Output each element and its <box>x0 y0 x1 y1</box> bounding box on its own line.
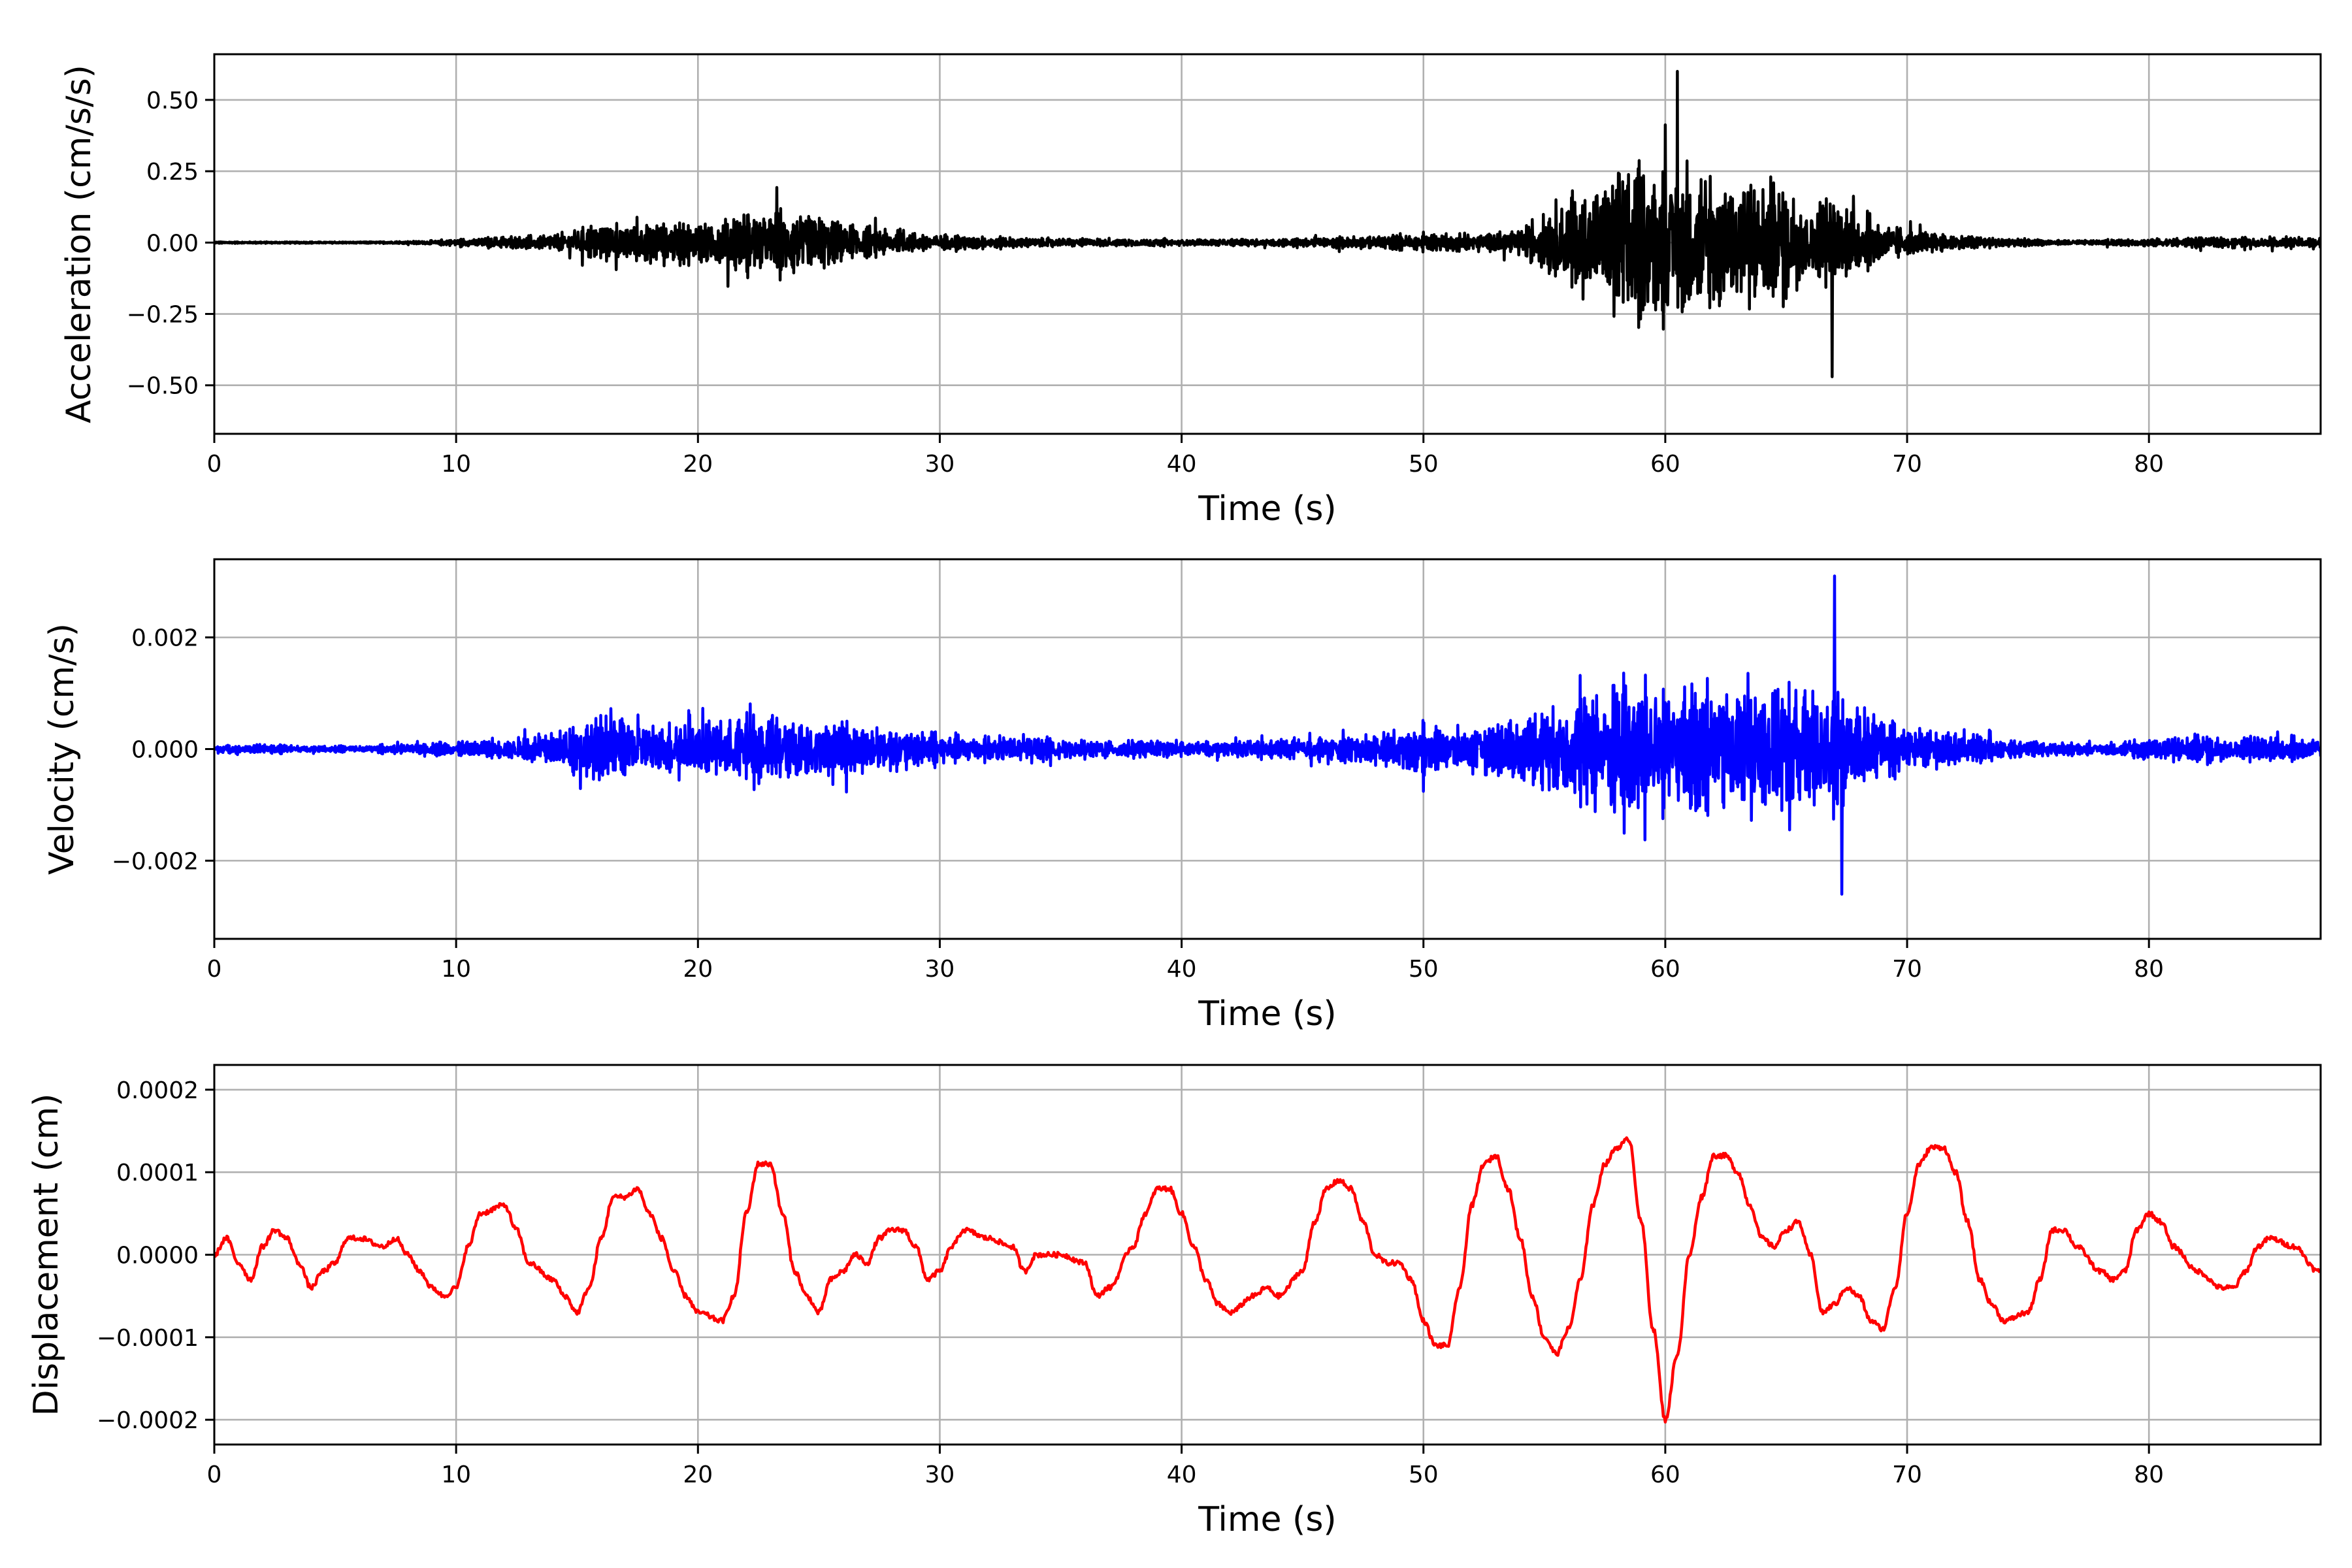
x-tick-label: 20 <box>683 956 713 983</box>
y-tick-label: 0.00 <box>146 230 199 257</box>
acceleration-panel: 0 10 20 30 40 50 60 70 80 −0.50 −0.25 0.00 0.25 0.50 T… <box>59 53 2322 529</box>
y-tick-label: 0.0000 <box>116 1243 199 1269</box>
x-tick-label: 10 <box>441 1462 471 1488</box>
x-tick-label: 0 <box>207 1462 222 1488</box>
y-tick-label: 0.000 <box>131 737 199 764</box>
x-tick-label: 60 <box>1650 1462 1680 1488</box>
y-tick-label: −0.50 <box>127 373 199 400</box>
y-tick-label: 0.002 <box>131 625 199 652</box>
x-tick-label: 10 <box>441 451 471 478</box>
x-tick-label: 40 <box>1167 956 1197 983</box>
axes-frame <box>213 558 2322 940</box>
x-tick-label: 50 <box>1409 956 1439 983</box>
x-axis-label: Time (s) <box>1198 1500 1336 1539</box>
x-tick-label: 80 <box>2134 451 2164 478</box>
x-tick-label: 70 <box>1892 1462 1922 1488</box>
x-axis-label: Time (s) <box>1198 489 1336 529</box>
x-tick-label: 70 <box>1892 956 1922 983</box>
x-tick-label: 20 <box>683 1462 713 1488</box>
velocity-series-line <box>214 574 2321 896</box>
y-axis-label: Velocity (cm/s) <box>42 623 82 875</box>
x-tick-label: 30 <box>925 956 955 983</box>
displacement-panel: 0 10 20 30 40 50 60 70 80 −0.0002 −0.0001 0.0000 0.0… <box>27 1064 2322 1539</box>
axes-frame <box>213 53 2322 435</box>
x-tick-label: 70 <box>1892 451 1922 478</box>
y-tick-label: −0.0002 <box>97 1407 199 1434</box>
y-tick-label: −0.25 <box>127 302 199 329</box>
x-tick-label: 80 <box>2134 1462 2164 1488</box>
displacement-series-line <box>214 1136 2321 1424</box>
y-tick-label: 0.0002 <box>116 1077 199 1104</box>
x-tick-label: 50 <box>1409 451 1439 478</box>
acceleration-series-line <box>214 69 2321 378</box>
x-tick-label: 40 <box>1167 451 1197 478</box>
y-tick-label: 0.50 <box>146 88 199 114</box>
y-tick-label: 0.25 <box>146 159 199 186</box>
y-tick-label: −0.0001 <box>97 1325 199 1352</box>
x-tick-label: 40 <box>1167 1462 1197 1488</box>
x-tick-label: 10 <box>441 956 471 983</box>
x-tick-label: 0 <box>207 451 222 478</box>
x-tick-label: 0 <box>207 956 222 983</box>
x-tick-label: 60 <box>1650 451 1680 478</box>
x-tick-label: 30 <box>925 1462 955 1488</box>
y-axis-label: Acceleration (cm/s/s) <box>59 65 99 423</box>
x-tick-label: 60 <box>1650 956 1680 983</box>
x-tick-label: 20 <box>683 451 713 478</box>
y-axis-label: Displacement (cm) <box>27 1094 66 1416</box>
x-tick-label: 80 <box>2134 956 2164 983</box>
y-tick-label: −0.002 <box>112 848 199 875</box>
x-tick-label: 30 <box>925 451 955 478</box>
axes-frame <box>213 1064 2322 1446</box>
x-tick-label: 50 <box>1409 1462 1439 1488</box>
x-axis-label: Time (s) <box>1198 994 1336 1034</box>
velocity-panel: 0 10 20 30 40 50 60 70 80 −0.002 0.000 0.002 Time (s… <box>42 558 2322 1034</box>
y-tick-label: 0.0001 <box>116 1160 199 1186</box>
